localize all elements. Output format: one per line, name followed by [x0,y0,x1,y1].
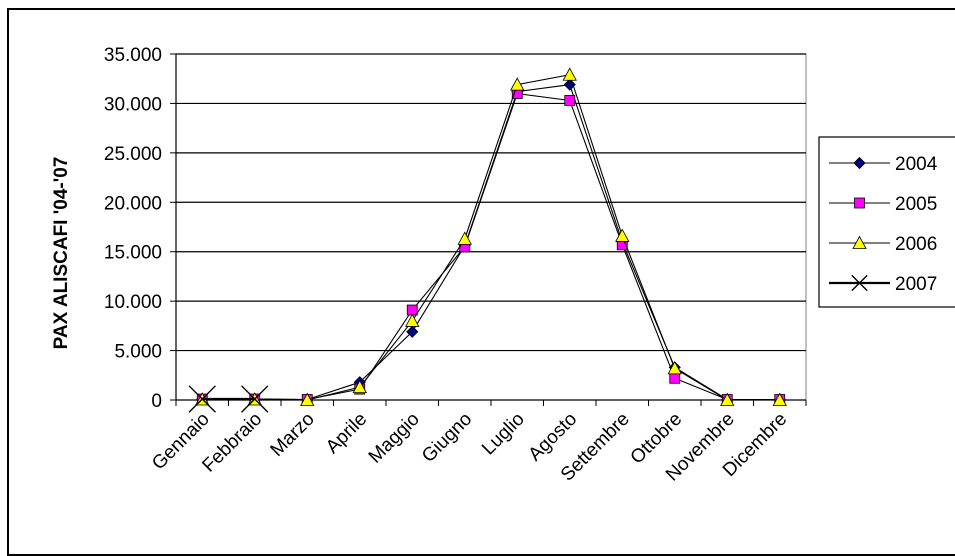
data-point [615,228,630,242]
legend: 2004 2005 2006 2007 [818,136,955,308]
data-point [667,361,682,375]
data-point [510,77,525,91]
data-point [720,392,735,406]
data-point [457,231,472,245]
y-tick-label: 30.000 [104,94,162,115]
x-tick-label: Marzo [267,409,319,461]
plot-area [175,53,807,401]
data-point [772,392,787,406]
y-tick-label: 25.000 [104,144,162,165]
y-axis-label: PAX ALISCAFI '04-'07 [51,157,72,350]
data-point [564,95,576,106]
legend-item-2006: 2006 [829,234,937,255]
data-point [852,235,867,249]
data-point [669,372,681,384]
y-tick-label: 20.000 [104,193,162,214]
data-point [300,392,315,406]
x-tick-label: Aprile [322,409,371,458]
legend-item-2005: 2005 [829,194,937,215]
data-point [241,385,269,413]
plot-background [175,53,807,401]
legend-label: 2007 [895,274,937,295]
y-axis: 0 5.000 10.000 15.000 20.000 25.000 30.000 35.0… [104,45,177,412]
data-point [854,197,865,209]
legend-box [818,136,955,308]
data-point [562,67,577,81]
series-line [202,74,780,401]
series-2007 [188,385,269,413]
legend-item-2004: 2004 [829,154,938,175]
legend-item-2007: 2007 [829,274,937,295]
x-tick-label: Luglio [478,409,529,460]
data-point [406,304,418,316]
y-tick-label: 15.000 [104,243,162,264]
legend-label: 2004 [895,154,938,175]
y-tick-label: 0 [151,391,162,412]
series-2006 [195,67,787,406]
data-point [853,156,866,170]
x-tick-label: Giugno [418,409,476,467]
y-tick-label: 5.000 [114,342,162,363]
data-point [405,313,420,327]
data-point [851,274,868,292]
legend-label: 2006 [895,234,937,255]
series-layer [188,67,787,413]
y-tick-label: 35.000 [104,45,162,66]
data-point [406,325,419,338]
data-point [188,385,216,413]
legend-label: 2005 [895,194,937,215]
y-tick-label: 10.000 [104,292,162,313]
x-tick-label: Maggio [365,409,424,468]
data-point [352,379,367,394]
